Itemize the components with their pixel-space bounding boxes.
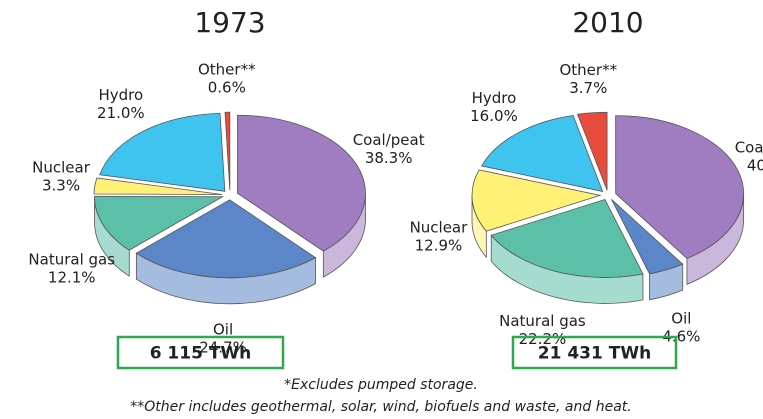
total: 21 431 TWh (538, 344, 651, 364)
slice-value: 16.0% (470, 107, 518, 125)
pie (93, 111, 366, 305)
slice (577, 111, 608, 191)
slice-value: 4.6% (662, 328, 700, 346)
slice-value: 38.3% (365, 149, 413, 167)
slice-label: Coal/peat (353, 131, 425, 149)
total-box (116, 335, 285, 370)
total-box (511, 335, 678, 370)
slice (93, 177, 223, 195)
total: 6 115 TWh (150, 344, 252, 364)
footnote: *Excludes pumped storage. (284, 377, 478, 393)
slice-label: Other** (198, 61, 256, 79)
slice (237, 114, 366, 252)
slice-label: Coal/peat (735, 138, 763, 156)
slice-value: 22.2% (519, 330, 567, 348)
footnote: **Other includes geothermal, solar, wind… (130, 399, 631, 415)
slice-value: 40.6% (747, 156, 763, 174)
slice-value: 12.9% (415, 236, 463, 254)
slice (490, 198, 644, 278)
chart-title: 2010 (572, 6, 643, 39)
slice (615, 115, 744, 259)
slice (481, 115, 604, 192)
pie (471, 111, 745, 304)
slice (471, 169, 602, 232)
slice-label: Hydro (98, 86, 143, 104)
slice-value: 12.1% (48, 269, 96, 287)
slice-label: Oil (671, 310, 691, 328)
slice-label: Natural gas (28, 251, 115, 269)
slice (224, 111, 231, 191)
slice-label: Hydro (472, 89, 517, 107)
slice (135, 199, 317, 279)
slice (99, 112, 226, 192)
slice-value: 21.0% (97, 104, 145, 122)
slice-label: Other** (559, 61, 617, 79)
slice-label: Nuclear (410, 218, 469, 236)
slice (94, 195, 225, 251)
slice-value: 0.6% (208, 79, 246, 97)
slice-value: 3.3% (42, 176, 80, 194)
slice (611, 199, 684, 275)
slice-value: 24.7% (199, 338, 247, 356)
slice-label: Natural gas (499, 312, 586, 330)
slice-label: Nuclear (32, 158, 91, 176)
chart-title: 1973 (194, 6, 265, 39)
slice-label: Oil (213, 320, 233, 338)
slice-value: 3.7% (569, 79, 607, 97)
